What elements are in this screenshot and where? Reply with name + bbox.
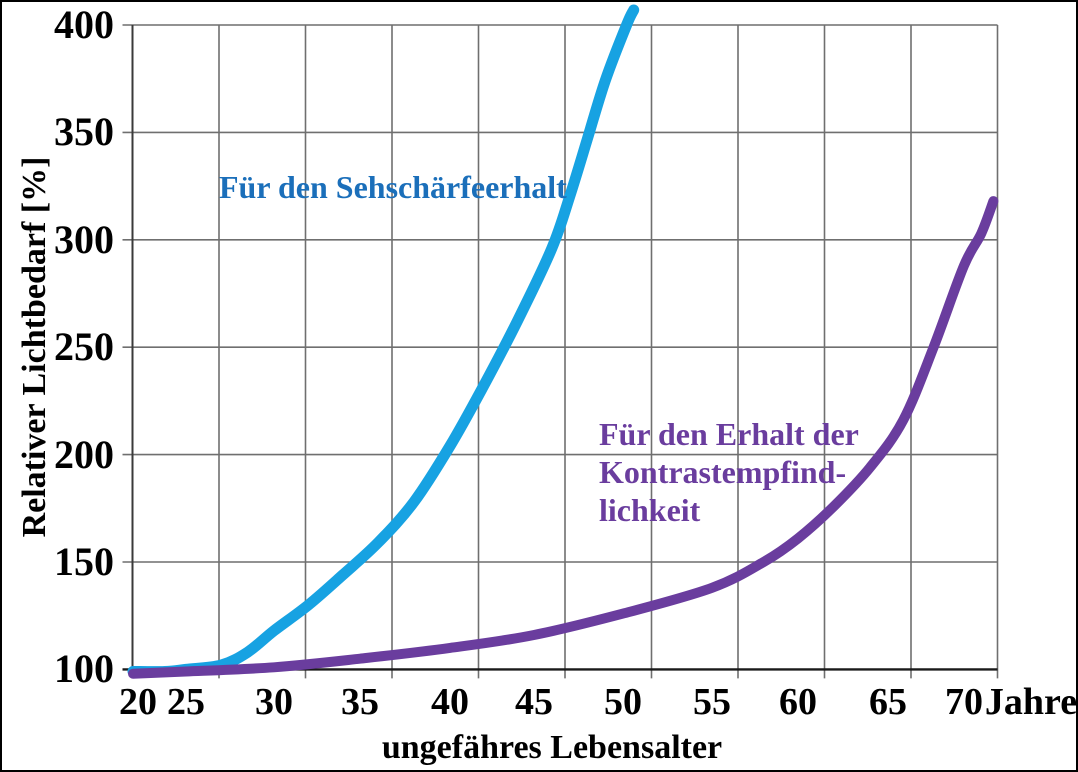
x-axis-unit-label: Jahre: [984, 681, 1078, 723]
x-tick-label-70: 70: [945, 681, 983, 723]
x-tick-label-40: 40: [431, 681, 469, 723]
y-tick-label-200: 200: [54, 431, 114, 477]
contrast-curve: [128, 196, 999, 679]
x-tick-label-50: 50: [604, 681, 642, 723]
x-tick-label-25: 25: [167, 681, 205, 723]
y-tick-label-100: 100: [54, 646, 114, 692]
y-tick-label-400: 400: [54, 2, 114, 47]
x-tick-label-45: 45: [515, 681, 553, 723]
x-tick-label-65: 65: [869, 681, 907, 723]
acuity-curve-label: Für den Sehschärfeerhalt: [219, 169, 567, 205]
x-axis-title: ungefähres Lebensalter: [381, 729, 723, 766]
x-tick-label-35: 35: [341, 681, 379, 723]
y-tick-label-350: 350: [54, 109, 114, 155]
x-tick-label-55: 55: [693, 681, 731, 723]
contrast-curve-label: Für den Erhalt der Kontrastempfind- lich…: [599, 416, 859, 528]
y-tick-label-300: 300: [54, 216, 114, 262]
y-tick-label-150: 150: [54, 539, 114, 584]
y-tick-label-250: 250: [54, 324, 114, 370]
x-tick-label-60: 60: [779, 681, 817, 723]
x-tick-label-30: 30: [255, 681, 293, 723]
x-tick-label-20: 20: [119, 681, 157, 723]
y-axis-title: Relativer Lichtbedarf [%]: [16, 156, 53, 538]
acuity-curve: [127, 4, 640, 678]
